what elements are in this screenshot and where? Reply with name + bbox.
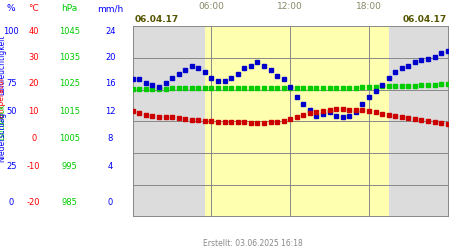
Text: 985: 985 [62,198,78,207]
Text: 20: 20 [28,79,39,88]
Text: 1015: 1015 [59,107,80,116]
Text: Erstellt: 03.06.2025 16:18: Erstellt: 03.06.2025 16:18 [202,238,302,248]
Text: 100: 100 [4,27,19,36]
Bar [133,26,205,216]
Text: 8: 8 [108,134,113,143]
Text: °C: °C [28,4,39,13]
Bar [389,26,448,216]
Text: 50: 50 [6,107,17,116]
Text: 06.04.17: 06.04.17 [402,15,446,24]
Text: 1045: 1045 [59,27,80,36]
Text: 24: 24 [105,27,116,36]
Text: -10: -10 [27,162,40,171]
Text: 06:00: 06:00 [198,2,225,11]
Text: mm/h: mm/h [97,4,123,13]
Text: 12: 12 [105,107,116,116]
Text: Luftdruck: Luftdruck [0,104,6,140]
Text: Luftfeuchtigkeit: Luftfeuchtigkeit [0,34,6,95]
Text: 06.04.17: 06.04.17 [135,15,179,24]
Text: 75: 75 [6,79,17,88]
Text: 1005: 1005 [59,134,80,143]
Text: 10: 10 [28,107,39,116]
Text: 30: 30 [28,53,39,62]
Text: 18:00: 18:00 [356,2,382,11]
Text: 0: 0 [31,134,36,143]
Text: 0: 0 [108,198,113,207]
Text: 40: 40 [28,27,39,36]
Text: 1025: 1025 [59,79,80,88]
Text: hPa: hPa [62,4,78,13]
Bar [205,26,389,216]
Text: 0: 0 [9,198,14,207]
Text: 4: 4 [108,162,113,171]
Text: 16: 16 [105,79,116,88]
Text: %: % [7,4,16,13]
Text: 25: 25 [6,162,17,171]
Text: Temperatur: Temperatur [0,76,6,120]
Text: 12:00: 12:00 [277,2,303,11]
Text: 995: 995 [62,162,77,171]
Text: 1035: 1035 [59,53,80,62]
Text: Niederschlag: Niederschlag [0,112,6,162]
Text: -20: -20 [27,198,40,207]
Text: 20: 20 [105,53,116,62]
